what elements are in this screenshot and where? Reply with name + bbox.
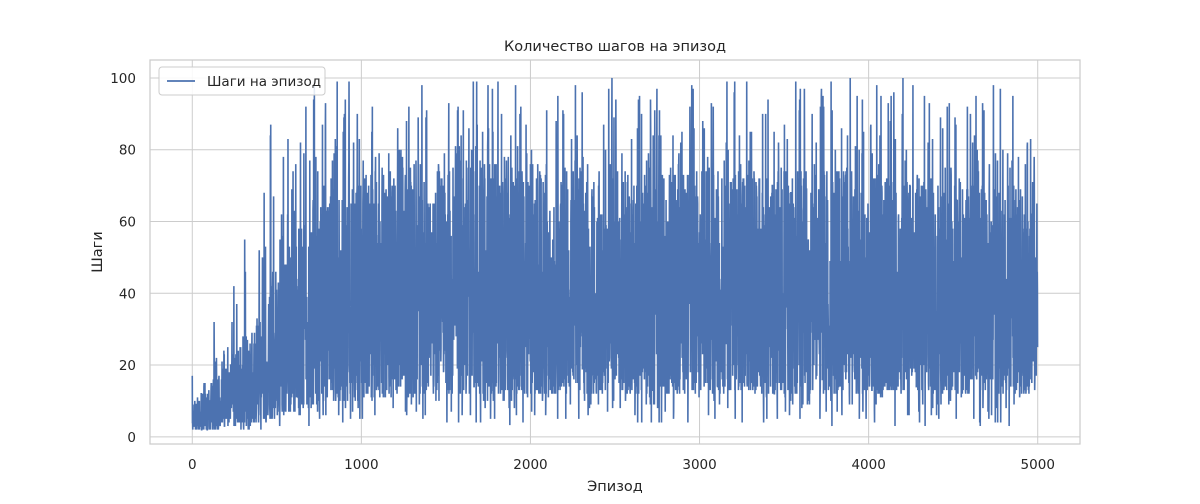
x-tick-label: 2000 [513, 457, 547, 473]
y-tick-label: 60 [119, 214, 136, 230]
x-tick-label: 1000 [344, 457, 378, 473]
x-tick-labels: 0 1000 2000 3000 4000 5000 [188, 457, 1055, 473]
x-tick-label: 3000 [682, 457, 716, 473]
y-axis-label: Шаги [90, 231, 106, 272]
y-tick-label: 100 [110, 71, 136, 87]
legend: Шаги на эпизод [158, 66, 326, 96]
series-line [191, 77, 1039, 431]
legend-box [158, 66, 326, 96]
x-tick-label: 4000 [851, 457, 885, 473]
y-tick-label: 0 [127, 430, 136, 446]
y-tick-label: 20 [119, 358, 136, 374]
series-steps-per-episode [191, 77, 1039, 431]
chart-title: Количество шагов на эпизод [504, 39, 726, 55]
legend-entry-label: Шаги на эпизод [207, 74, 321, 90]
x-tick-label: 0 [188, 457, 197, 473]
y-tick-label: 40 [119, 286, 136, 302]
plot-frame [149, 59, 1081, 445]
x-axis-label: Эпизод [587, 479, 643, 495]
y-tick-labels: 0 20 40 60 80 100 [110, 71, 136, 446]
x-tick-label: 5000 [1021, 457, 1055, 473]
y-tick-label: 80 [119, 143, 136, 159]
